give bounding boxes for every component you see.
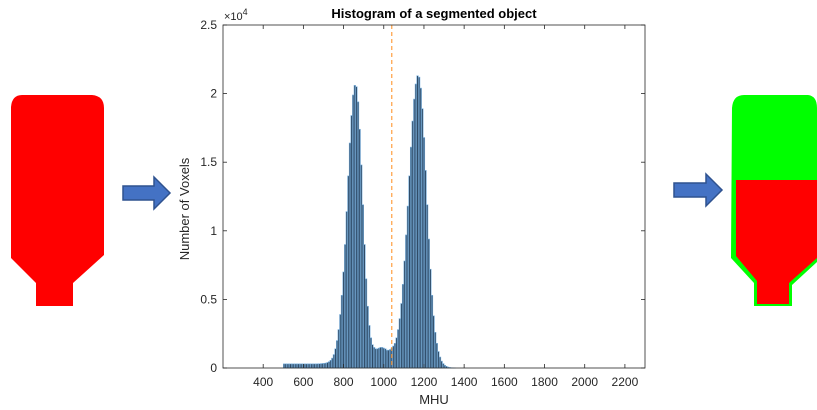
y-tick-label: 2.5	[200, 18, 217, 32]
right-object-panel	[731, 95, 817, 306]
y-tick-label: 0.5	[200, 292, 217, 306]
right-arrow-icon	[673, 172, 724, 208]
plot-frame	[222, 24, 646, 369]
x-tick-label: 2200	[612, 375, 639, 389]
x-tick-label: 600	[293, 375, 313, 389]
x-tick-label: 400	[253, 375, 273, 389]
y-exponent-power: 4	[243, 7, 248, 17]
y-tick-label: 1.5	[200, 155, 217, 169]
left-object-panel	[11, 95, 104, 306]
chart-title: Histogram of a segmented object	[331, 6, 537, 21]
x-axis-ticks: 400 600 800 1000 1200 1400 1600 1800 2000 2200	[253, 25, 639, 389]
plot-area	[223, 25, 645, 368]
y-exponent-base: ×10	[224, 11, 243, 23]
x-tick-label: 2000	[571, 375, 598, 389]
x-tick-label: 1400	[451, 375, 478, 389]
y-tick-label: 2	[210, 87, 217, 101]
x-tick-label: 1200	[411, 375, 438, 389]
x-tick-label: 1000	[370, 375, 397, 389]
right-object-top-segment	[735, 97, 815, 179]
y-axis-ticks: 0 0.5 1 1.5 2 2.5	[200, 18, 645, 375]
histogram-chart: 400 600 800 1000 1200 1400 1600 1800 2000 2200 00…	[177, 6, 646, 407]
x-tick-label: 1800	[531, 375, 558, 389]
x-tick-label: 800	[334, 375, 354, 389]
y-tick-label: 1	[210, 224, 217, 238]
left-object-mask	[11, 95, 104, 306]
y-tick-label: 0	[210, 361, 217, 375]
x-tick-label: 1600	[491, 375, 518, 389]
right-object-bottom-segment	[736, 180, 817, 304]
y-exponent: ×104	[224, 7, 248, 23]
left-arrow-icon	[122, 175, 172, 211]
y-axis-label: Number of Voxels	[177, 157, 192, 260]
x-axis-label: MHU	[419, 392, 449, 407]
